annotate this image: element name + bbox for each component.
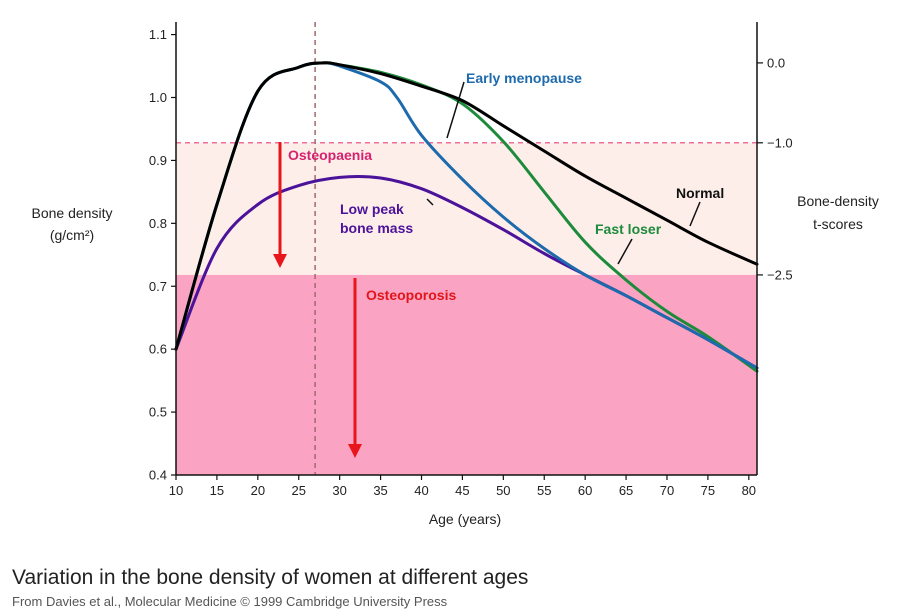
- x-tick-label: 40: [414, 483, 428, 498]
- figure-caption: Variation in the bone density of women a…: [12, 566, 529, 589]
- ticks-group: 10 15 20 25 30 35 40 45 50 55 60 65 70 75 80 0.4 0.5 0.6 0…: [149, 27, 793, 498]
- series-group: [174, 61, 759, 373]
- leader-fast-loser: [617, 238, 633, 265]
- y2-axis-label-line1: Bone-density: [797, 193, 879, 209]
- x-tick-label: 60: [578, 483, 592, 498]
- y-tick-label: 1.1: [149, 27, 167, 42]
- label-fast-loser: Fast loser: [595, 221, 662, 237]
- label-osteopaenia: Osteopaenia: [288, 147, 372, 163]
- series-line-normal: [174, 61, 759, 351]
- osteoporosis-arrow: [348, 278, 362, 458]
- label-low-peak-line1: Low peak: [340, 201, 404, 217]
- label-low-peak-line2: bone mass: [340, 220, 413, 236]
- x-tick-label: 30: [332, 483, 346, 498]
- y-tick-label: 0.5: [149, 405, 167, 420]
- x-tick-label: 80: [742, 483, 756, 498]
- leader-normal: [689, 201, 701, 227]
- y-tick-label: 1.0: [149, 90, 167, 105]
- x-axis-label: Age (years): [429, 511, 501, 527]
- y-axis-label-line1: Bone density: [32, 205, 113, 221]
- y-tick-label: 0.4: [149, 468, 167, 483]
- y2-tick-label: −1.0: [767, 135, 793, 150]
- x-tick-label: 65: [619, 483, 633, 498]
- osteoporosis-zone: [176, 274, 757, 475]
- x-tick-label: 55: [537, 483, 551, 498]
- label-normal: Normal: [676, 185, 724, 201]
- y-tick-label: 0.7: [149, 279, 167, 294]
- y2-tick-label: 0.0: [767, 55, 785, 70]
- label-early-menopause: Early menopause: [466, 70, 582, 86]
- y-tick-label: 0.9: [149, 153, 167, 168]
- leader-early-menopause: [446, 81, 465, 139]
- bone-density-chart: 10 15 20 25 30 35 40 45 50 55 60 65 70 75 80 0.4 0.5 0.6 0…: [32, 22, 879, 527]
- x-tick-label: 15: [210, 483, 224, 498]
- y-tick-label: 0.6: [149, 342, 167, 357]
- y2-axis-label-line2: t-scores: [813, 216, 863, 232]
- x-tick-label: 10: [169, 483, 183, 498]
- y2-tick-label: −2.5: [767, 267, 793, 282]
- x-tick-label: 75: [701, 483, 715, 498]
- label-osteoporosis: Osteoporosis: [366, 287, 456, 303]
- leader-low-peak: [426, 198, 434, 206]
- x-tick-label: 35: [373, 483, 387, 498]
- y-axis-label-line2: (g/cm²): [50, 227, 94, 243]
- y-tick-label: 0.8: [149, 216, 167, 231]
- x-tick-label: 45: [455, 483, 469, 498]
- x-tick-label: 70: [660, 483, 674, 498]
- x-tick-label: 50: [496, 483, 510, 498]
- x-tick-label: 20: [251, 483, 265, 498]
- x-tick-label: 25: [292, 483, 306, 498]
- osteopaenia-arrow: [273, 142, 287, 268]
